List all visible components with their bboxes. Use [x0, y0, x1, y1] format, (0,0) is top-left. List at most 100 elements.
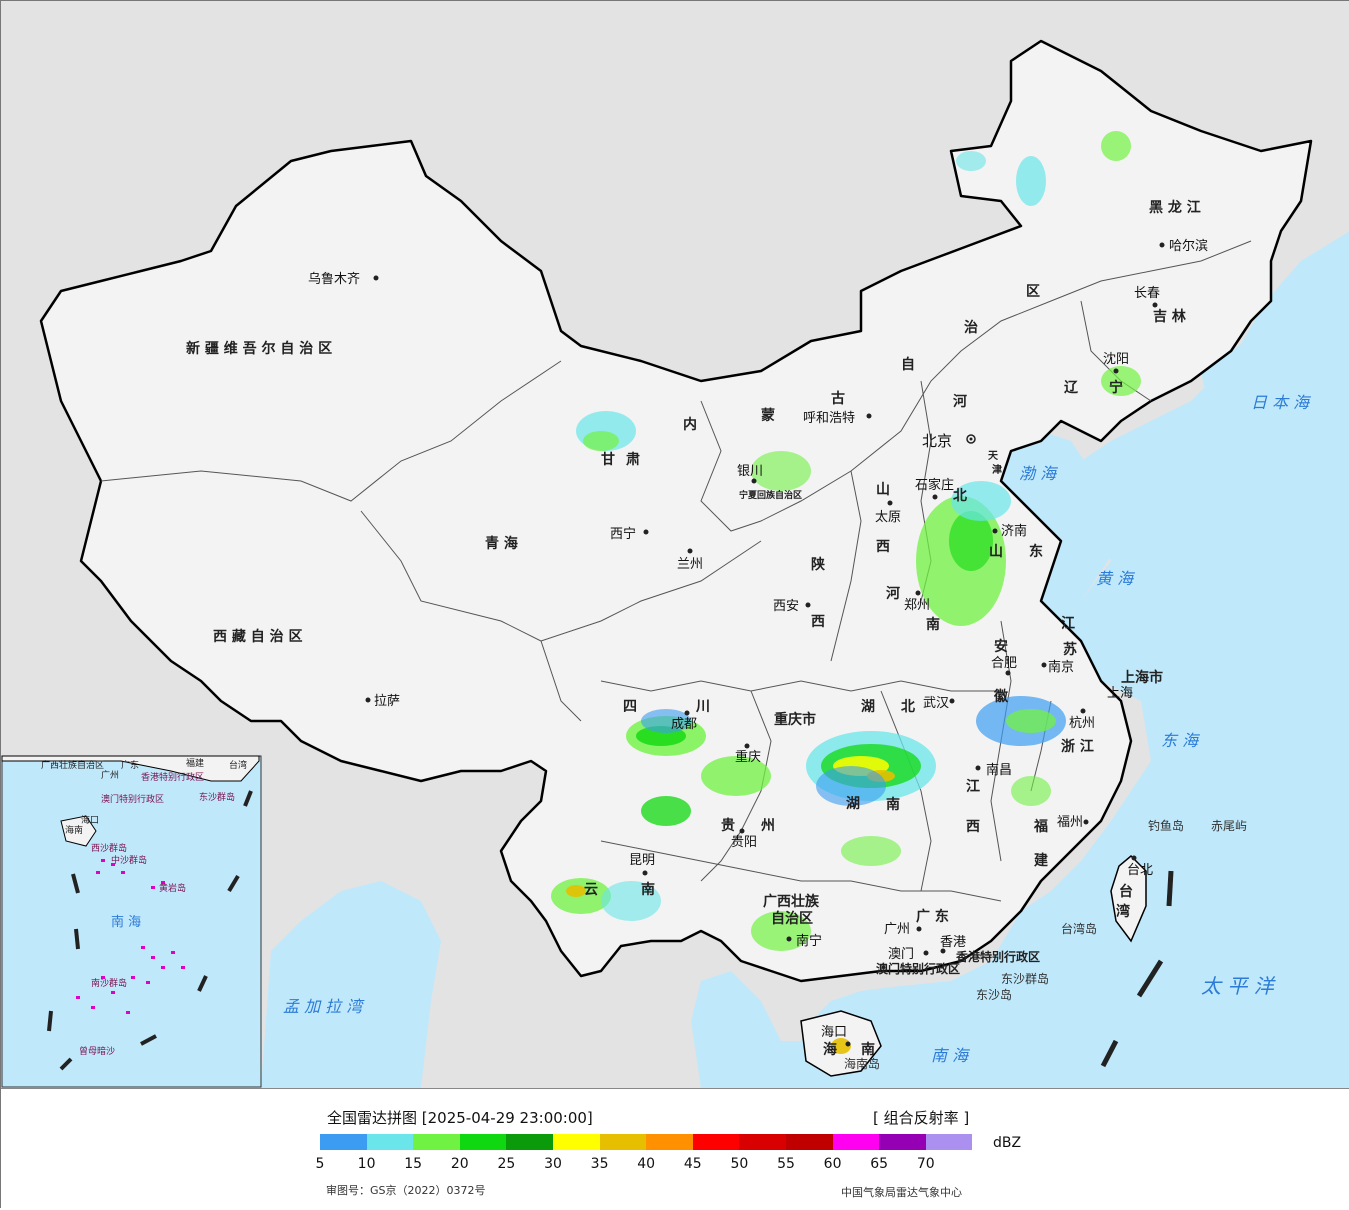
color-swatch — [506, 1134, 553, 1150]
island-label: 赤尾屿 — [1211, 819, 1247, 833]
color-swatch — [692, 1134, 740, 1150]
scale-tick-label: 5 — [315, 1156, 325, 1172]
inset-label: 香港特别行政区 — [141, 771, 204, 783]
city-label: 福州 — [1057, 815, 1083, 830]
city-label: 西宁 — [610, 526, 636, 542]
province-label: 西 藏 自 治 区 — [213, 628, 303, 645]
scale-tick-label: 70 — [916, 1156, 935, 1172]
color-swatch — [459, 1134, 507, 1150]
radar-echoes — [551, 131, 1141, 1054]
city-label: 呼和浩特 — [803, 411, 855, 426]
city-label: 西安 — [773, 599, 799, 614]
city-labels: 乌鲁木齐 拉萨 西宁 兰州 银川 呼和浩特 北京 石家庄 太原 济南 郑州 西安… — [308, 238, 1208, 1040]
inset-label: 东沙群岛 — [199, 791, 235, 803]
scale-tick-label: 25 — [497, 1156, 516, 1172]
city-label: 北京 — [922, 432, 952, 450]
province-label: 南 — [886, 796, 900, 813]
inset-label: 西沙群岛 — [91, 842, 127, 854]
inset-label: 南 海 — [111, 914, 141, 930]
island-label: 东沙群岛 — [1001, 971, 1049, 986]
color-swatch — [739, 1134, 786, 1150]
province-label: 广 东 — [916, 908, 949, 925]
color-swatch — [879, 1134, 926, 1150]
china-land — [39, 39, 1313, 983]
province-label: 宁夏回族自治区 — [739, 489, 802, 501]
color-swatch — [413, 1134, 460, 1150]
scale-tick-label: 10 — [357, 1156, 376, 1172]
province-label: 西 — [811, 614, 825, 630]
sea-labels: 渤 海 黄 海 东 海 南 海 日 本 海 太 平 洋 孟 加 拉 湾 — [283, 393, 1311, 1065]
city-label: 沈阳 — [1103, 352, 1129, 367]
province-label: 川 — [695, 699, 710, 715]
color-swatch — [785, 1134, 833, 1150]
province-label: 南 — [861, 1041, 875, 1058]
city-label: 乌鲁木齐 — [308, 271, 360, 287]
province-label: 肃 — [626, 451, 640, 468]
province-label: 上海市 — [1121, 669, 1163, 686]
inset-label: 曾母暗沙 — [79, 1045, 115, 1057]
scale-tick-label: 50 — [730, 1156, 749, 1172]
city-label: 南宁 — [796, 933, 822, 949]
province-label: 西 — [876, 539, 890, 555]
province-label: 新 疆 维 吾 尔 自 治 区 — [186, 340, 332, 357]
sea-label: 日 本 海 — [1251, 393, 1311, 412]
province-label: 海 — [823, 1041, 837, 1058]
province-label: 云 — [584, 882, 598, 898]
province-label: 澳门特别行政区 — [876, 961, 960, 976]
data-source: 中国气象局雷达气象中心 — [841, 1186, 962, 1199]
inset-label: 海口 — [81, 814, 99, 826]
city-label: 上海 — [1107, 686, 1133, 701]
province-label: 西 — [966, 819, 980, 835]
province-label: 湾 — [1116, 903, 1130, 920]
city-label: 哈尔滨 — [1169, 238, 1208, 254]
province-label: 重庆市 — [774, 711, 816, 728]
province-label: 香港特别行政区 — [955, 949, 1040, 964]
legend-title: 全国雷达拼图 [2025-04-29 23:00:00] — [327, 1109, 593, 1127]
city-label: 重庆 — [735, 749, 761, 765]
inset-label: 福建 — [186, 757, 204, 769]
inset-label: 台湾 — [229, 759, 247, 771]
legend-unit: dBZ — [993, 1135, 1022, 1151]
taiwan-island — [1110, 854, 1147, 943]
color-swatch — [320, 1134, 367, 1150]
province-label: 南 — [926, 616, 940, 633]
island-label: 钓鱼岛 — [1148, 818, 1184, 833]
inset-label: 广西壮族自治区 — [41, 759, 104, 771]
city-label: 郑州 — [904, 598, 930, 613]
color-swatch — [646, 1134, 693, 1150]
sea-bohai-yellow — [1001, 431, 1121, 621]
city-label: 台北 — [1127, 863, 1153, 878]
province-label: 苏 — [1063, 641, 1077, 658]
province-label: 四 — [623, 699, 637, 715]
color-swatch — [925, 1134, 973, 1150]
city-label: 广州 — [884, 922, 910, 937]
scale-tick-label: 35 — [590, 1156, 609, 1172]
city-dots — [365, 242, 1165, 1047]
province-label: 古 — [831, 390, 845, 407]
island-labels: 钓鱼岛 赤尾屿 台湾岛 东沙群岛 东沙岛 海南岛 — [844, 818, 1247, 1071]
city-label: 杭州 — [1069, 716, 1095, 731]
inset-label: 澳门特别行政区 — [101, 793, 164, 805]
province-label: 青 海 — [485, 535, 518, 552]
inset-labels: 广西壮族自治区 广东 福建 台湾 广州 香港特别行政区 澳门特别行政区 东沙群岛… — [41, 757, 247, 1057]
province-label: 江 — [1061, 615, 1075, 632]
city-label: 济南 — [1001, 523, 1027, 539]
scale-tick-label: 15 — [404, 1156, 423, 1172]
province-label: 江 — [966, 778, 980, 795]
dashed-boundaries — [1100, 870, 1174, 1068]
scale-tick-label: 55 — [777, 1156, 795, 1172]
province-label: 河 — [886, 585, 900, 602]
island-label: 台湾岛 — [1061, 921, 1097, 936]
inset-label: 南沙群岛 — [91, 977, 127, 989]
color-swatch — [832, 1134, 880, 1150]
color-scale-ticks: 5 10 15 20 25 30 35 40 45 50 55 60 65 70 — [1, 1156, 1349, 1174]
city-label: 兰州 — [677, 557, 703, 572]
legend-panel: 全国雷达拼图 [2025-04-29 23:00:00] [ 组合反射率 ] d… — [1, 1088, 1349, 1210]
province-label: 内 — [683, 416, 697, 433]
color-scale-bar — [320, 1134, 973, 1150]
color-swatch — [599, 1134, 647, 1150]
scale-tick-label: 40 — [637, 1156, 656, 1172]
province-label: 津 — [992, 463, 1002, 476]
sea-label: 黄 海 — [1096, 569, 1135, 588]
